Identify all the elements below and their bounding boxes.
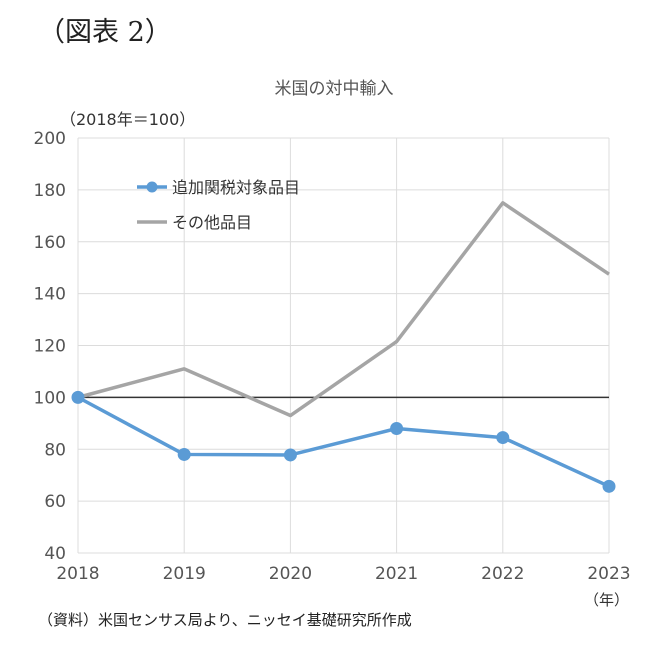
y-tick-label: 40: [44, 544, 66, 564]
x-tick-label: 2022: [481, 564, 524, 584]
data-point: [602, 479, 616, 493]
figure-label: （図表 2）: [38, 17, 172, 48]
gridlines: [77, 137, 610, 554]
series-line: [77, 201, 610, 418]
y-tick-label: 200: [34, 129, 66, 149]
x-unit-label: （年）: [584, 591, 630, 609]
data-point: [390, 422, 404, 435]
data-point: [496, 431, 510, 445]
legend-marker: [146, 181, 158, 193]
x-tick-label: 2020: [269, 564, 312, 584]
y-tick-labels: 40 60 80 100 120 140 160 180 200: [34, 129, 66, 564]
source-note: （資料）米国センサス局より、ニッセイ基礎研究所作成: [38, 611, 412, 629]
y-tick-label: 120: [34, 337, 66, 357]
x-tick-label: 2023: [587, 564, 630, 584]
y-tick-label: 160: [34, 233, 66, 253]
y-tick-label: 180: [34, 181, 66, 201]
data-point: [177, 447, 191, 461]
x-tick-label: 2019: [163, 564, 206, 584]
y-tick-label: 60: [44, 492, 66, 512]
x-tick-label: 2021: [375, 564, 418, 584]
legend-label: 追加関税対象品目: [172, 178, 300, 197]
legend-label: その他品目: [172, 213, 252, 232]
chart-title: 米国の対中輸入: [274, 79, 394, 99]
y-tick-label: 80: [44, 440, 66, 460]
series-group: [71, 201, 616, 493]
data-point: [71, 390, 85, 404]
y-unit-label: （2018年＝100）: [60, 110, 196, 129]
y-tick-label: 140: [34, 285, 66, 305]
x-tick-label: 2018: [56, 564, 99, 584]
data-point: [283, 448, 297, 462]
x-tick-labels: 2018 2019 2020 2021 2022 2023: [56, 564, 630, 584]
series-line: [77, 395, 610, 488]
y-tick-label: 100: [34, 388, 66, 408]
